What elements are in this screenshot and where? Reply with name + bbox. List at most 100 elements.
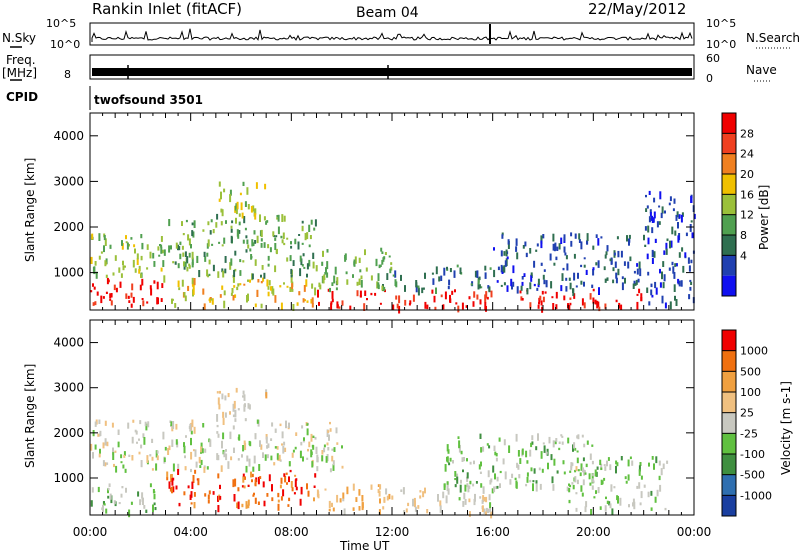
freq-label: Freq. bbox=[6, 53, 36, 67]
colorbar-tick-label: 500 bbox=[740, 365, 761, 378]
nsky-trace bbox=[91, 24, 693, 44]
colorbar-tick-label: 25 bbox=[740, 407, 754, 420]
colorbar-swatch bbox=[722, 214, 736, 235]
nave-label: Nave bbox=[746, 63, 777, 77]
x-tick-label: 00:00 bbox=[73, 525, 108, 539]
colorbar-swatch bbox=[722, 412, 736, 434]
colorbar-tick-label: -25 bbox=[740, 427, 758, 440]
velocity-y-axis-label: Slant Range [km] bbox=[23, 364, 37, 468]
colorbar-tick-label: 28 bbox=[740, 127, 754, 140]
colorbar-tick-label: 20 bbox=[740, 168, 754, 181]
velocity-region-6 bbox=[443, 433, 594, 494]
colorbar-tick-label: 4 bbox=[740, 249, 747, 262]
y-tick-label: 2000 bbox=[53, 220, 84, 234]
freq-unit: [MHz] bbox=[2, 66, 37, 80]
velocity-y-ticks: 1000 2000 3000 4000 bbox=[53, 336, 694, 485]
colorbar-swatch bbox=[722, 194, 736, 215]
velocity-region-7 bbox=[568, 456, 669, 516]
colorbar-swatch bbox=[722, 454, 736, 475]
colorbar-swatch bbox=[722, 371, 736, 392]
power-colorbar: 28 24 20 16 12 8 4 bbox=[721, 112, 754, 297]
power-region-3 bbox=[168, 213, 318, 283]
freq-panel-frame bbox=[89, 54, 695, 80]
colorbar-tick-label: -500 bbox=[740, 469, 765, 482]
velocity-panel-frame bbox=[89, 319, 695, 516]
colorbar-swatch bbox=[722, 255, 736, 276]
x-tick-label: 08:00 bbox=[274, 525, 309, 539]
y-tick-label: 3000 bbox=[53, 174, 84, 188]
power-region-10 bbox=[644, 190, 696, 310]
colorbar-swatch bbox=[722, 392, 736, 413]
colorbar-tick-label: 16 bbox=[740, 188, 754, 201]
x-tick-label: 04:00 bbox=[173, 525, 208, 539]
colorbar-tick-label: 1000 bbox=[740, 345, 768, 358]
y-tick-label: 1000 bbox=[53, 471, 84, 485]
x-tick-label: 12:00 bbox=[375, 525, 410, 539]
power-colorbar-label: Power [dB] bbox=[757, 185, 771, 250]
date-label: 22/May/2012 bbox=[588, 0, 686, 18]
colorbar-swatch bbox=[722, 474, 736, 496]
velocity-region-0 bbox=[90, 483, 157, 518]
nsky-tick-bottom: 10^0 bbox=[50, 38, 80, 51]
colorbar-swatch bbox=[722, 330, 736, 351]
x-tick-label: 20:00 bbox=[576, 525, 611, 539]
power-region-6 bbox=[318, 247, 393, 293]
y-tick-label: 3000 bbox=[53, 381, 84, 395]
power-y-axis-label: Slant Range [km] bbox=[23, 158, 37, 262]
colorbar-swatch bbox=[722, 113, 736, 134]
colorbar-swatch bbox=[722, 133, 736, 154]
power-region-1 bbox=[90, 233, 166, 283]
velocity-region-1 bbox=[90, 419, 344, 473]
y-tick-label: 2000 bbox=[53, 426, 84, 440]
plot-title: Rankin Inlet (fitACF) bbox=[92, 0, 242, 18]
power-heatmap bbox=[90, 181, 696, 314]
colorbar-tick-label: -1000 bbox=[740, 489, 772, 502]
y-tick-label: 4000 bbox=[53, 129, 84, 143]
power-panel-frame bbox=[89, 112, 695, 311]
nave-tick-top: 60 bbox=[706, 52, 720, 65]
y-tick-label: 1000 bbox=[53, 266, 84, 280]
nsearch-tick-top: 10^5 bbox=[706, 17, 736, 30]
colorbar-tick-label: -100 bbox=[740, 448, 765, 461]
power-y-ticks: 1000 2000 3000 4000 bbox=[53, 129, 694, 280]
colorbar-swatch bbox=[722, 153, 736, 174]
power-region-5 bbox=[317, 288, 493, 314]
power-region-4 bbox=[218, 181, 267, 220]
colorbar-swatch bbox=[722, 275, 736, 296]
x-axis-label: Time UT bbox=[339, 539, 390, 553]
colorbar-frame bbox=[721, 329, 737, 517]
nsky-panel-frame bbox=[89, 22, 695, 46]
cpid-value: twofsound 3501 bbox=[94, 93, 203, 107]
freq-tick: 8 bbox=[64, 68, 71, 81]
x-tick-label: 16:00 bbox=[475, 525, 510, 539]
power-region-7 bbox=[392, 264, 492, 296]
colorbar-swatch bbox=[722, 433, 736, 454]
cpid-label: CPID bbox=[6, 90, 38, 104]
colorbar-frame bbox=[721, 112, 737, 297]
velocity-heatmap bbox=[90, 387, 669, 519]
power-region-8 bbox=[519, 288, 643, 313]
beam-label: Beam 04 bbox=[356, 5, 419, 21]
nsearch-label: N.Search bbox=[746, 31, 800, 45]
velocity-colorbar-label: Velocity [m s-1] bbox=[779, 381, 793, 475]
nave-tick-bottom: 0 bbox=[706, 72, 713, 85]
nsky-series-line bbox=[91, 28, 693, 42]
colorbar-swatch bbox=[722, 495, 736, 516]
nsky-label: N.Sky bbox=[2, 31, 36, 45]
power-region-2 bbox=[171, 277, 317, 311]
x-tick-label: 00:00 bbox=[677, 525, 712, 539]
velocity-region-4 bbox=[316, 483, 394, 516]
power-x-ticks bbox=[89, 113, 695, 310]
freq-trace bbox=[92, 68, 692, 76]
velocity-region-3 bbox=[216, 387, 268, 425]
x-axis-tick-labels: 00:00 04:00 08:00 12:00 16:00 20:00 00:00 bbox=[73, 525, 712, 539]
colorbar-swatch bbox=[722, 235, 736, 256]
velocity-region-2 bbox=[166, 469, 317, 513]
colorbar-tick-label: 100 bbox=[740, 386, 761, 399]
velocity-colorbar: 1000 500 100 25 -25 -100 -500 -1000 bbox=[721, 329, 772, 517]
power-region-9 bbox=[493, 232, 645, 296]
colorbar-tick-label: 8 bbox=[740, 229, 747, 242]
colorbar-swatch bbox=[722, 174, 736, 195]
velocity-x-ticks bbox=[89, 320, 695, 515]
